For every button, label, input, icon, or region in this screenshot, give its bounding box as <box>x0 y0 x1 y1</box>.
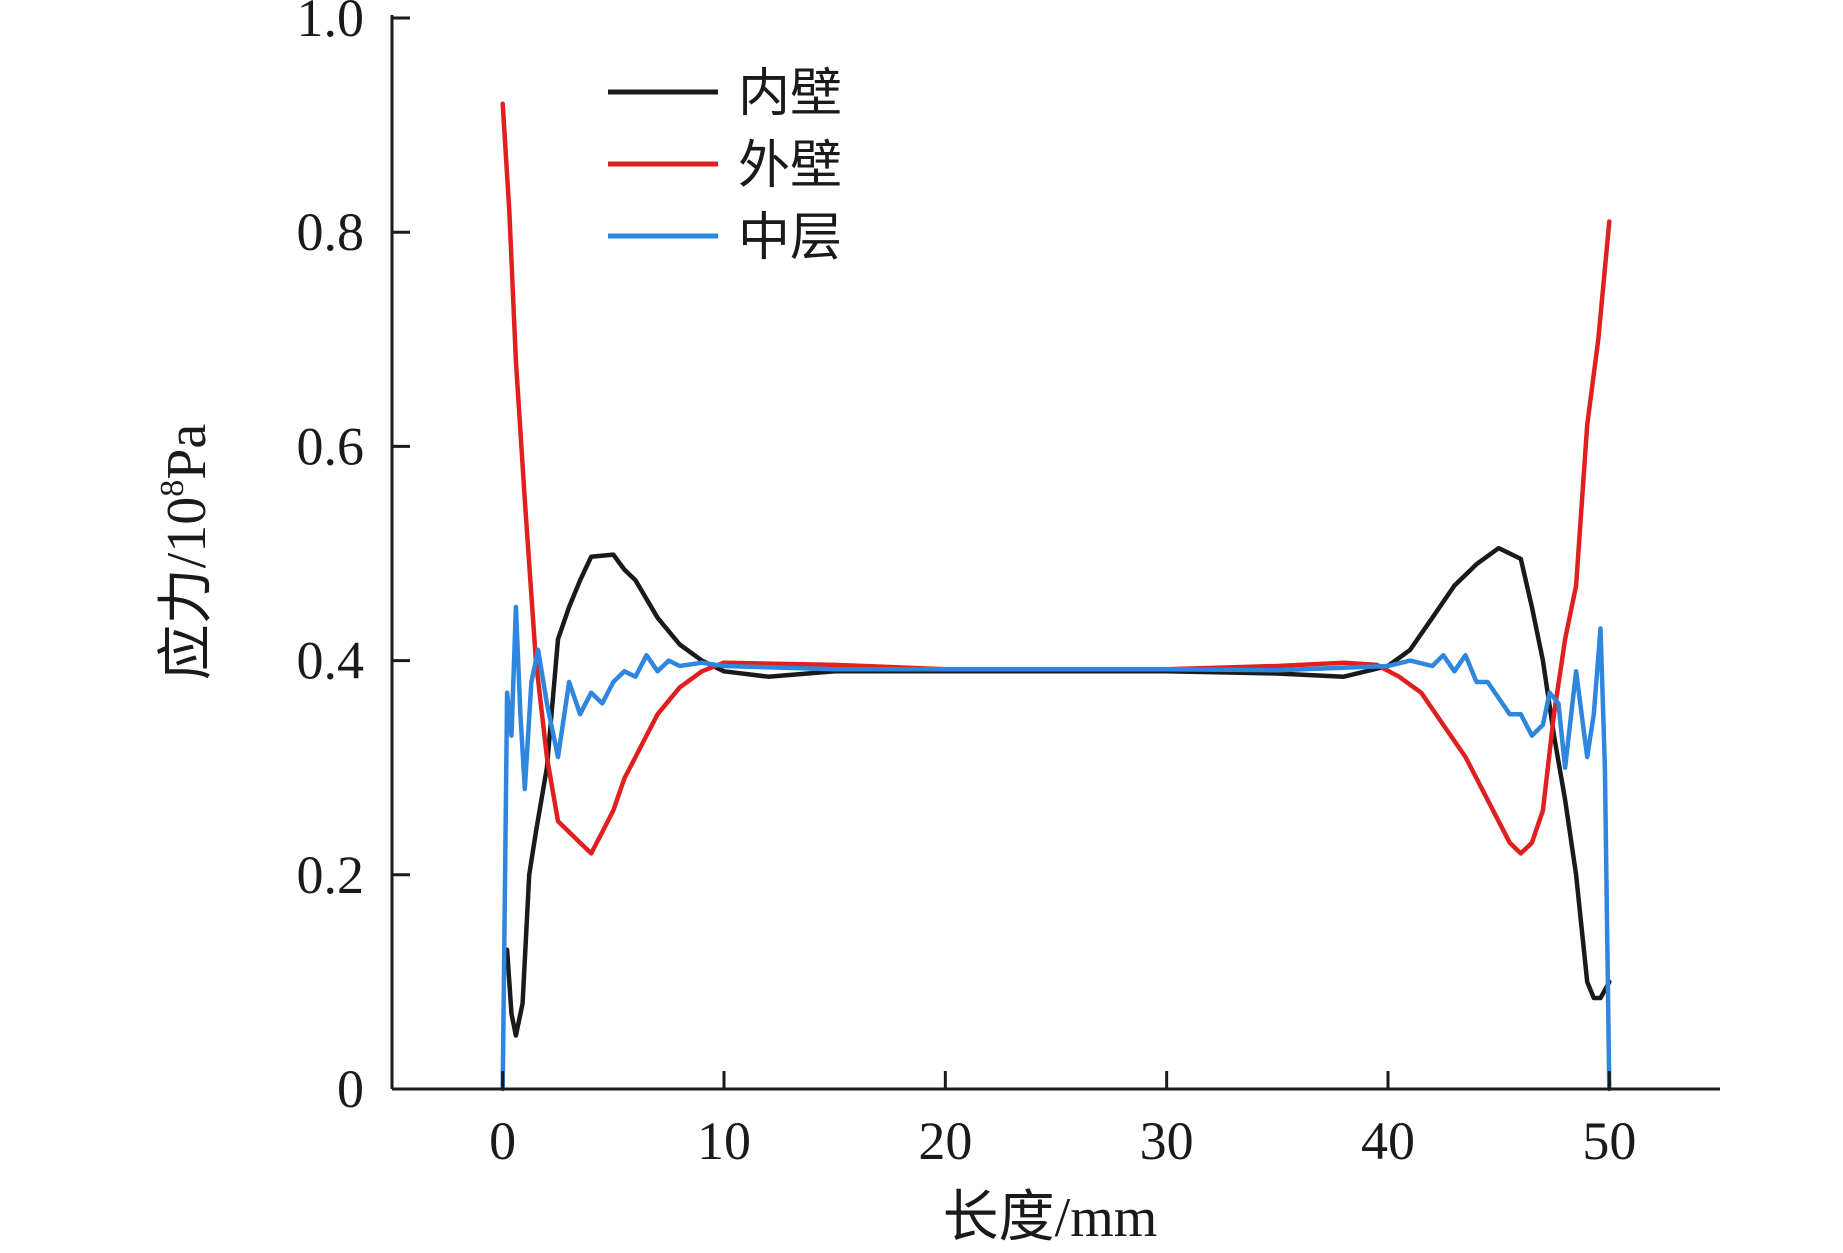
x-tick-label: 30 <box>1140 1111 1194 1171</box>
x-axis-title: 长度/mm <box>943 1187 1158 1249</box>
legend-label: 外壁 <box>738 138 842 195</box>
x-ticks: 0 10 20 30 40 50 <box>489 1071 1636 1171</box>
y-tick-label: 0 <box>337 1059 364 1119</box>
legend-label: 内壁 <box>738 66 842 123</box>
y-axis-title-unit: Pa <box>156 424 218 480</box>
y-ticks: 0 0.2 0.4 0.6 0.8 1.0 <box>297 0 410 1119</box>
y-tick-label: 0.6 <box>297 416 365 476</box>
x-tick-label: 20 <box>918 1111 972 1171</box>
x-tick-label: 40 <box>1361 1111 1415 1171</box>
series-line-2 <box>500 604 1612 1092</box>
y-tick-label: 0.2 <box>297 845 365 905</box>
axes <box>390 15 1720 1091</box>
y-tick-label: 0.4 <box>297 631 365 691</box>
y-axis-title-main: 应力/10 <box>156 497 218 681</box>
x-tick-label: 10 <box>697 1111 751 1171</box>
series-line-0 <box>504 545 1612 1038</box>
x-tick-label: 0 <box>489 1111 516 1171</box>
y-tick-label: 1.0 <box>297 0 365 48</box>
series-line-1 <box>500 101 1612 856</box>
y-axis-title: 应力/108Pa <box>154 424 218 681</box>
x-tick-label: 50 <box>1582 1111 1636 1171</box>
y-axis-title-exponent: 8 <box>154 480 191 497</box>
plot-lines <box>500 101 1612 1092</box>
y-tick-label: 0.8 <box>297 202 365 262</box>
legend-label: 中层 <box>738 210 842 267</box>
